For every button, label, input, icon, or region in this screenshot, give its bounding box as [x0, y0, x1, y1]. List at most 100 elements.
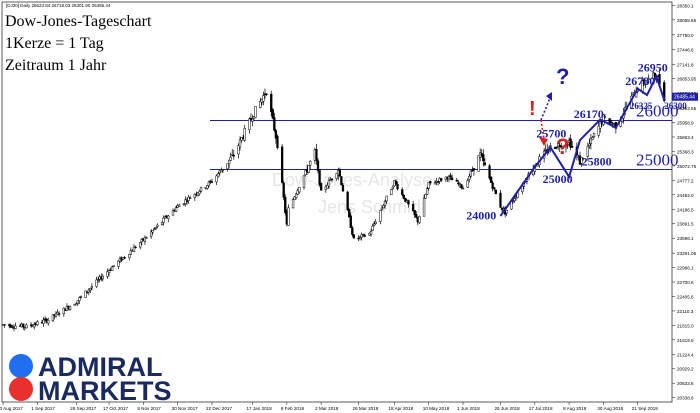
- candle: [167, 214, 170, 223]
- candle: [461, 185, 465, 190]
- candle: [319, 182, 323, 191]
- candle: [51, 314, 55, 323]
- candle: [231, 148, 234, 157]
- candle: [215, 174, 218, 186]
- y-tick-label: 20929.2: [677, 367, 694, 372]
- y-tick-label: 25663.4: [677, 135, 694, 140]
- x-tick-label: 17 Oct 2017: [103, 406, 128, 411]
- candle: [226, 163, 229, 172]
- candle: [555, 146, 558, 150]
- candle: [123, 255, 126, 260]
- candle: [645, 79, 649, 83]
- candle: [455, 177, 458, 182]
- x-tick-label: 17 Jul 2018: [529, 406, 553, 411]
- current-price-tag: [672, 92, 698, 101]
- candle: [87, 288, 90, 296]
- candle: [134, 245, 137, 249]
- candle: [89, 287, 92, 294]
- x-tick-label: 30 Aug 2018: [597, 406, 623, 411]
- question-mark-red: ?: [556, 134, 569, 159]
- overlay-period-note: Zeitraum 1 Jahr: [5, 57, 107, 74]
- candle: [449, 172, 452, 180]
- candle: [351, 225, 354, 237]
- y-tick-label: 21815.0: [677, 323, 694, 328]
- y-tick-label: 20633.8: [677, 381, 694, 386]
- candle: [330, 178, 334, 182]
- logo-red-dot: [9, 377, 33, 401]
- candle: [101, 273, 104, 282]
- candle: [295, 192, 298, 200]
- candle: [76, 300, 80, 307]
- candle: [383, 199, 387, 209]
- candle: [560, 143, 563, 150]
- wave-annotation: 26780: [625, 74, 655, 88]
- candle: [348, 208, 351, 218]
- plot-area: [1, 1, 673, 403]
- x-tick-label: 30 Nov 2017: [172, 406, 198, 411]
- x-tick-label: 22 Dec 2017: [206, 406, 232, 411]
- instrument-info: [DJ30] Daily 26623.84 26718.03 26301.90 …: [6, 3, 111, 8]
- candle: [262, 91, 265, 106]
- candle: [413, 210, 416, 218]
- x-tick-label: 17 Jan 2018: [247, 406, 273, 411]
- level-label-25000: 25000: [636, 150, 679, 169]
- candle: [352, 234, 356, 239]
- y-tick-label: 21224.4: [677, 352, 694, 357]
- candle: [433, 180, 437, 185]
- y-tick-label: 26853.95: [677, 77, 697, 82]
- candle: [217, 172, 220, 178]
- candle: [642, 77, 646, 86]
- candle: [340, 176, 343, 186]
- candle: [251, 114, 254, 127]
- candle: [380, 205, 384, 212]
- x-tick-label: 8 Feb 2018: [281, 406, 305, 411]
- y-tick-label: 22405.6: [677, 294, 694, 299]
- candle: [96, 276, 100, 284]
- candle: [129, 247, 133, 255]
- candle: [385, 195, 388, 204]
- candle: [316, 158, 320, 174]
- candle: [11, 324, 14, 329]
- candle: [221, 169, 225, 174]
- candle: [566, 141, 569, 150]
- candle: [145, 236, 148, 239]
- candle: [382, 203, 385, 209]
- candle: [647, 74, 650, 84]
- candle: [22, 323, 25, 330]
- candle: [411, 201, 415, 212]
- candle: [468, 173, 471, 183]
- candle: [581, 157, 585, 161]
- candle: [254, 106, 257, 118]
- y-tick-label: 26253.55: [677, 106, 697, 111]
- candle: [499, 189, 502, 208]
- candle: [346, 190, 349, 212]
- candle: [472, 168, 476, 176]
- x-tick-label: 2 Mar 2018: [315, 406, 339, 411]
- y-tick-label: 21519.5: [677, 338, 694, 343]
- candle: [156, 223, 159, 229]
- y-tick-label: 25072.75: [677, 164, 697, 169]
- candle: [318, 169, 321, 187]
- candle: [500, 207, 504, 212]
- x-tick-label: 10 Aug 2017: [0, 406, 23, 411]
- y-tick-label: 27750.0: [677, 33, 694, 38]
- candle: [580, 157, 583, 167]
- candle: [188, 195, 192, 199]
- candle: [75, 302, 78, 305]
- candle: [128, 254, 131, 261]
- candle: [287, 204, 290, 226]
- candle: [199, 186, 203, 193]
- candle: [571, 141, 574, 149]
- y-tick-label: 28055.65: [677, 18, 697, 23]
- candle: [210, 178, 214, 184]
- overlay-candle-note: 1Kerze = 1 Tag: [5, 35, 104, 52]
- candle: [57, 311, 61, 317]
- candle: [229, 152, 232, 161]
- candle: [426, 186, 429, 196]
- candle: [371, 223, 374, 231]
- candle: [78, 296, 81, 304]
- candle: [274, 128, 278, 144]
- current-price-label: 26485.44: [674, 95, 695, 101]
- candle: [591, 135, 594, 141]
